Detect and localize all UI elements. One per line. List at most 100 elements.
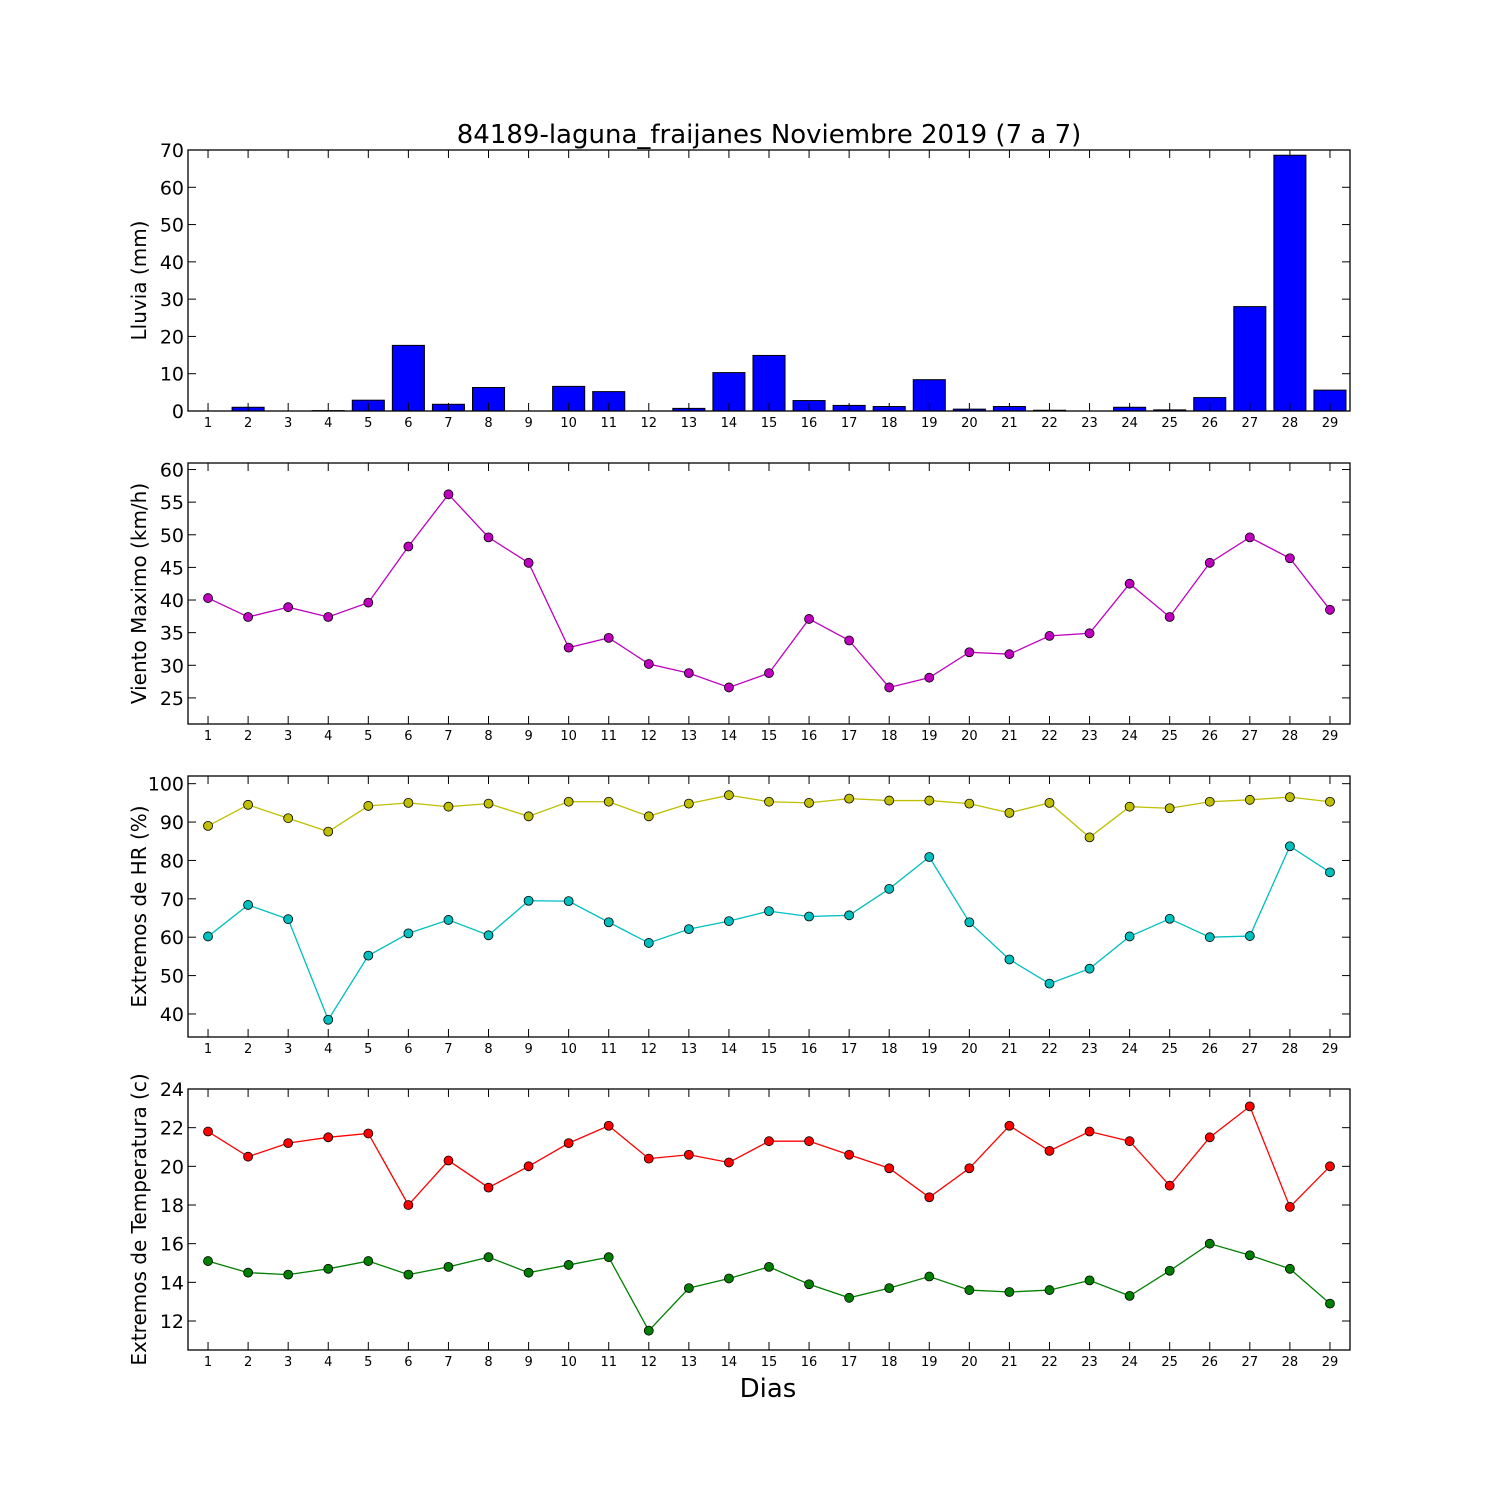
point-temperatura-s1-15 [764,1136,774,1147]
point-hr-s1-12 [643,811,654,822]
point-hr-s1-19 [924,795,935,806]
xtick-label-temperatura: 15 [761,1355,778,1370]
xtick-label-temperatura: 27 [1242,1355,1259,1370]
point-temperatura-s2-2 [243,1267,254,1278]
xtick-label-lluvia: 26 [1201,416,1218,431]
point-temperatura-s1-9 [523,1161,534,1172]
xtick-label-lluvia: 5 [364,416,372,431]
xtick-label-viento: 29 [1322,729,1339,744]
point-viento-s1-15 [764,668,774,679]
xtick-label-viento: 7 [444,729,452,744]
point-temperatura-s2-12 [643,1325,654,1336]
xtick-label-hr: 28 [1282,1042,1299,1057]
point-temperatura-s1-20 [964,1163,975,1174]
xtick-label-hr: 27 [1242,1042,1259,1057]
y-axis-label-lluvia: Lluvia (mm) [127,221,151,341]
point-hr-s2-23 [1084,963,1095,974]
point-hr-s2-9 [523,895,534,906]
point-viento-s1-21 [1004,649,1015,660]
xtick-label-lluvia: 23 [1081,416,1098,431]
point-hr-s1-27 [1244,794,1255,805]
point-viento-s1-27 [1244,532,1255,543]
xtick-label-hr: 5 [364,1042,372,1057]
bar-lluvia-27 [1233,306,1267,412]
xtick-label-lluvia: 21 [1001,416,1018,431]
point-hr-s2-6 [403,928,414,939]
xtick-label-viento: 20 [961,729,978,744]
point-temperatura-s2-19 [924,1271,935,1282]
xtick-label-temperatura: 7 [444,1355,452,1370]
point-viento-s1-16 [804,614,814,624]
bar-lluvia-15 [752,354,786,412]
point-viento-s1-24 [1124,578,1135,589]
point-viento-s1-8 [483,532,494,543]
ytick-label-hr: 50 [160,966,184,988]
point-viento-s1-5 [363,597,374,608]
xtick-label-hr: 18 [881,1042,898,1057]
point-temperatura-s2-25 [1164,1265,1175,1276]
point-temperatura-s2-6 [403,1269,414,1280]
xtick-label-hr: 8 [484,1042,492,1057]
point-temperatura-s1-16 [804,1136,814,1147]
ytick-label-temperatura: 22 [160,1118,184,1140]
point-temperatura-s1-22 [1044,1145,1055,1156]
ytick-label-lluvia: 0 [172,401,184,423]
xtick-label-viento: 27 [1242,729,1259,744]
point-hr-s1-6 [403,797,414,808]
xtick-label-viento: 18 [881,729,898,744]
point-temperatura-s1-14 [724,1157,734,1168]
point-hr-s2-22 [1044,978,1055,989]
point-temperatura-s1-17 [844,1149,855,1160]
xtick-label-lluvia: 17 [841,416,858,431]
xtick-label-temperatura: 18 [881,1355,898,1370]
xtick-label-viento: 17 [841,729,858,744]
point-hr-s2-20 [964,917,975,928]
point-hr-s1-4 [323,826,334,837]
point-hr-s1-26 [1204,796,1215,807]
xtick-label-temperatura: 25 [1161,1355,1178,1370]
point-viento-s1-7 [443,489,454,500]
point-hr-s1-21 [1004,807,1015,818]
point-temperatura-s2-22 [1044,1285,1055,1295]
point-temperatura-s1-6 [403,1200,414,1210]
xtick-label-temperatura: 19 [921,1355,938,1370]
point-hr-s2-21 [1004,954,1015,965]
xtick-label-temperatura: 13 [681,1355,698,1370]
point-temperatura-s2-20 [964,1285,975,1295]
ytick-label-viento: 30 [160,655,184,677]
point-hr-s2-13 [683,924,694,935]
xtick-label-hr: 20 [961,1042,978,1057]
point-viento-s1-29 [1325,604,1335,615]
xtick-label-hr: 11 [600,1042,617,1057]
xtick-label-viento: 8 [484,729,492,744]
point-viento-s1-17 [844,635,855,646]
xtick-label-lluvia: 12 [641,416,658,431]
xtick-label-lluvia: 4 [324,416,332,431]
xtick-label-lluvia: 11 [600,416,617,431]
point-hr-s2-25 [1164,913,1175,924]
point-hr-s1-5 [363,801,374,811]
xtick-label-temperatura: 10 [560,1355,577,1370]
point-hr-s2-16 [804,911,814,922]
xtick-label-lluvia: 6 [404,416,412,431]
point-temperatura-s2-11 [603,1252,614,1263]
point-hr-s2-15 [764,906,774,917]
ytick-label-viento: 50 [160,525,184,547]
ytick-label-hr: 60 [160,927,184,949]
point-viento-s1-14 [724,682,734,693]
xtick-label-lluvia: 27 [1242,416,1259,431]
xtick-label-viento: 16 [801,729,818,744]
point-hr-s2-4 [323,1014,334,1025]
xtick-label-lluvia: 22 [1041,416,1058,431]
xtick-label-viento: 21 [1001,729,1018,744]
point-temperatura-s1-2 [243,1151,254,1162]
point-hr-s2-5 [363,950,374,961]
ytick-label-temperatura: 20 [160,1156,184,1178]
xtick-label-viento: 24 [1121,729,1138,744]
xtick-label-lluvia: 3 [284,416,292,431]
xtick-label-hr: 14 [721,1042,738,1057]
xtick-label-hr: 15 [761,1042,778,1057]
xtick-label-lluvia: 16 [801,416,818,431]
